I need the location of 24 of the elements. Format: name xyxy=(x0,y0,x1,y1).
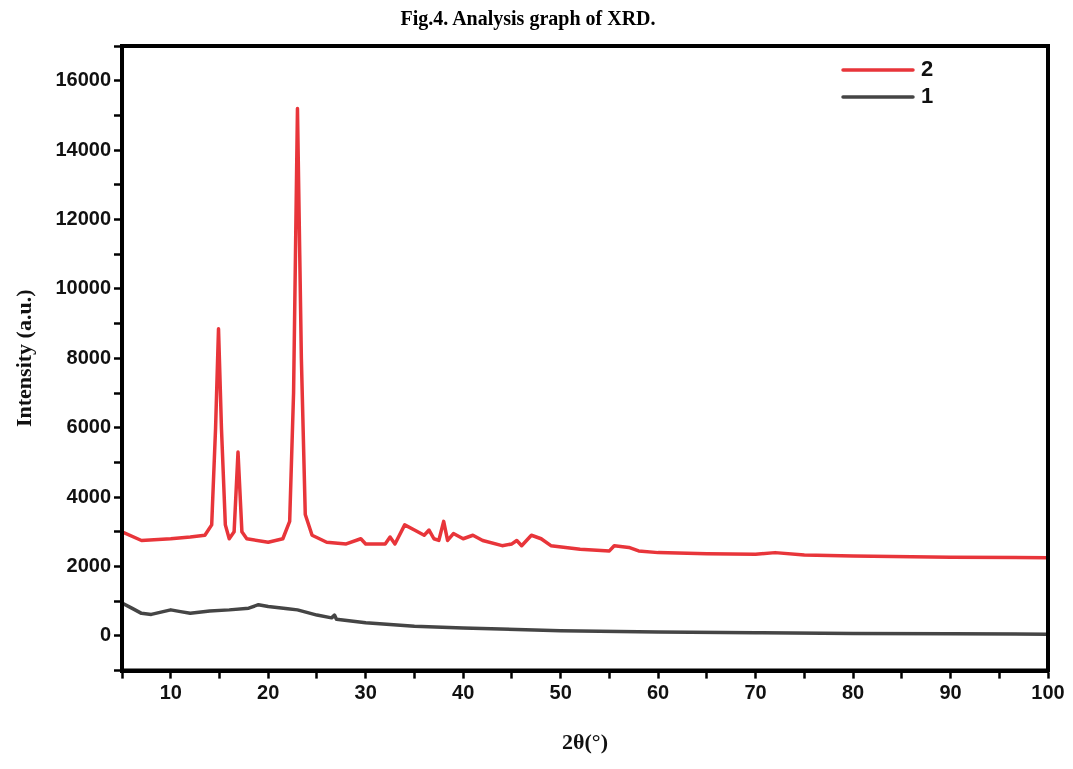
x-tick-label: 30 xyxy=(354,681,377,704)
x-tick-label: 50 xyxy=(549,681,572,704)
y-tick-label: 6000 xyxy=(66,415,112,438)
legend-label: 2 xyxy=(921,56,934,82)
y-tick-label: 8000 xyxy=(66,345,112,368)
y-tick-label: 0 xyxy=(99,623,112,646)
x-tick-label: 20 xyxy=(257,681,280,704)
x-tick-label: 100 xyxy=(1031,681,1065,704)
y-tick-label: 12000 xyxy=(55,207,112,230)
y-tick-label: 14000 xyxy=(55,137,112,160)
y-tick-label: 10000 xyxy=(55,276,112,299)
x-tick-label: 70 xyxy=(744,681,767,704)
y-tick-label: 2000 xyxy=(66,554,112,577)
y-tick-label: 4000 xyxy=(66,484,112,507)
x-tick-label: 80 xyxy=(841,681,865,704)
x-tick-label: 40 xyxy=(452,681,475,704)
x-tick-label: 60 xyxy=(646,681,670,704)
y-axis-title: Intensity (a.u.) xyxy=(10,289,36,428)
y-tick-label: 16000 xyxy=(55,68,112,91)
x-axis-title: 2θ(°) xyxy=(562,729,608,755)
chart-title: Fig.4. Analysis graph of XRD. xyxy=(400,7,656,31)
x-tick-label: 10 xyxy=(159,681,182,704)
x-tick-label: 90 xyxy=(939,681,962,704)
legend-label: 1 xyxy=(921,83,934,109)
